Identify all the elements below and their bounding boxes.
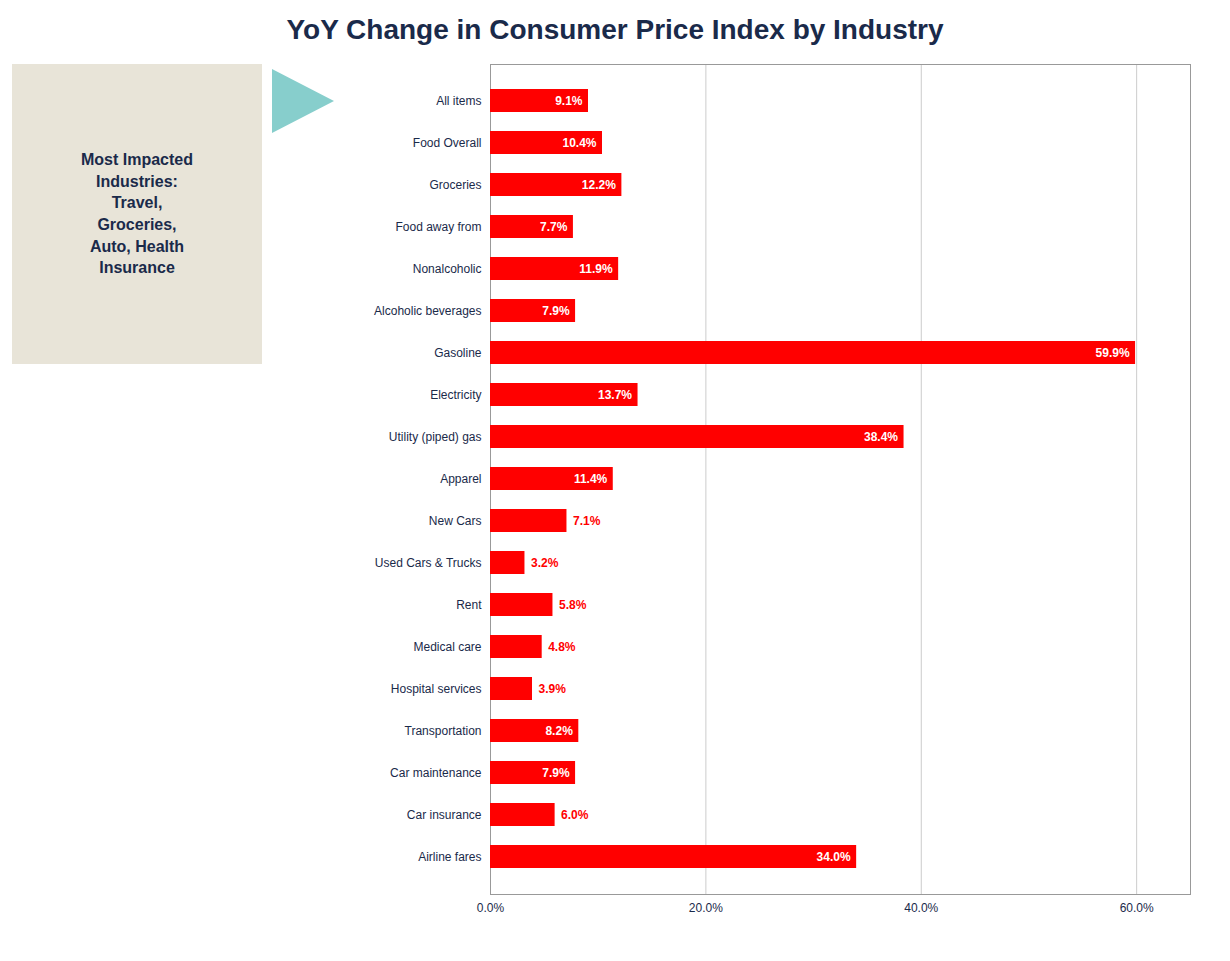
svg-text:Airline fares: Airline fares — [418, 850, 481, 864]
svg-text:6.0%: 6.0% — [561, 808, 589, 822]
svg-text:Transportation: Transportation — [405, 724, 482, 738]
svg-text:4.8%: 4.8% — [548, 640, 576, 654]
svg-text:Medical care: Medical care — [413, 640, 481, 654]
svg-text:10.4%: 10.4% — [562, 136, 596, 150]
svg-text:Car insurance: Car insurance — [407, 808, 482, 822]
svg-text:Food Overall: Food Overall — [413, 136, 482, 150]
svg-text:12.2%: 12.2% — [582, 178, 616, 192]
svg-text:8.2%: 8.2% — [545, 724, 573, 738]
svg-text:13.7%: 13.7% — [598, 388, 632, 402]
svg-text:40.0%: 40.0% — [904, 901, 938, 915]
svg-text:11.9%: 11.9% — [579, 262, 613, 276]
svg-text:Used Cars & Trucks: Used Cars & Trucks — [375, 556, 482, 570]
svg-text:9.1%: 9.1% — [555, 94, 583, 108]
svg-text:7.7%: 7.7% — [540, 220, 568, 234]
svg-text:5.8%: 5.8% — [559, 598, 587, 612]
svg-text:20.0%: 20.0% — [689, 901, 723, 915]
svg-text:60.0%: 60.0% — [1120, 901, 1154, 915]
svg-text:All items: All items — [436, 94, 481, 108]
svg-text:Nonalcoholic: Nonalcoholic — [413, 262, 482, 276]
svg-text:7.1%: 7.1% — [573, 514, 601, 528]
svg-text:34.0%: 34.0% — [817, 850, 851, 864]
svg-text:Car maintenance: Car maintenance — [390, 766, 482, 780]
svg-text:0.0%: 0.0% — [477, 901, 505, 915]
html-text:Most Impacted Industries: Trav: Most Impacted Industries: Travel, Grocer… — [81, 151, 193, 277]
svg-text:7.9%: 7.9% — [542, 304, 570, 318]
svg-text:New Cars: New Cars — [429, 514, 482, 528]
svg-text:Hospital services: Hospital services — [391, 682, 482, 696]
svg-text:11.4%: 11.4% — [574, 472, 608, 486]
svg-text:Food away from: Food away from — [395, 220, 481, 234]
svg-text:Rent: Rent — [456, 598, 482, 612]
svg-text:Utility (piped) gas: Utility (piped) gas — [389, 430, 482, 444]
svg-text:3.2%: 3.2% — [531, 556, 559, 570]
svg-text:Alcoholic beverages: Alcoholic beverages — [374, 304, 481, 318]
svg-text:59.9%: 59.9% — [1096, 346, 1130, 360]
svg-text:Groceries: Groceries — [429, 178, 481, 192]
svg-text:Electricity: Electricity — [430, 388, 481, 402]
html-text:YoY Change in Consumer Price I: YoY Change in Consumer Price Index by In… — [286, 14, 944, 45]
svg-text:Gasoline: Gasoline — [434, 346, 482, 360]
svg-text:3.9%: 3.9% — [539, 682, 567, 696]
svg-text:7.9%: 7.9% — [542, 766, 570, 780]
svg-text:Apparel: Apparel — [440, 472, 481, 486]
svg-text:38.4%: 38.4% — [864, 430, 898, 444]
